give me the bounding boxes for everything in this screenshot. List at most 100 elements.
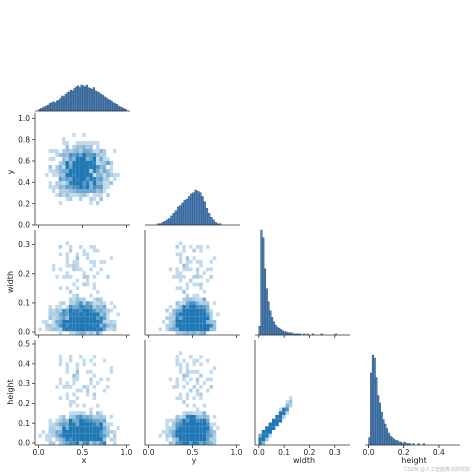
heat-cell-x-height [75, 366, 80, 370]
heat-cell-x-y [89, 201, 93, 205]
heat-cell-y-width [182, 245, 186, 249]
heat-cell-y-height [209, 377, 213, 382]
heat-cell-x-height [79, 415, 83, 419]
hist-bar-x-2 [41, 107, 44, 112]
x-tick-label-width: 0.2 [303, 448, 315, 457]
heat-cell-y-width [165, 316, 169, 320]
heat-cell-x-width [82, 312, 86, 317]
hist-bar-x-46 [119, 106, 122, 112]
heat-cell-x-y [68, 149, 73, 153]
heat-cell-y-height [195, 388, 200, 393]
heat-cell-x-y [102, 189, 107, 193]
heat-cell-y-height [182, 400, 186, 404]
heat-cell-x-y [58, 201, 63, 205]
heat-cell-x-y [79, 173, 83, 177]
heat-cell-x-y [92, 169, 97, 173]
heat-cell-x-width [99, 297, 103, 302]
heat-cell-x-width [62, 323, 66, 328]
hist-bar-y-18 [187, 196, 191, 226]
heat-cell-y-height [202, 415, 207, 419]
heat-cell-x-y [89, 177, 93, 181]
heat-cell-y-width [182, 263, 186, 268]
heat-cell-y-width [175, 245, 179, 249]
heat-cell-x-height [48, 437, 52, 442]
heat-cell-x-width [58, 252, 63, 257]
heat-cell-x-height [75, 377, 80, 382]
heat-cell-x-height [85, 388, 90, 393]
heat-cell-y-width [178, 271, 183, 275]
heat-cell-x-height [58, 355, 63, 359]
heat-cell-x-width [85, 305, 90, 309]
heat-cell-x-height [68, 418, 73, 423]
heat-cell-x-width [58, 312, 63, 317]
heat-cell-x-width [85, 278, 90, 283]
heat-cell-width-height [278, 418, 283, 423]
heat-cell-x-height [79, 430, 83, 434]
heat-cell-x-y [102, 177, 107, 181]
heat-cell-x-y [96, 157, 100, 161]
heat-cell-x-y [109, 165, 114, 169]
heat-cell-x-height [92, 392, 97, 397]
heat-cell-y-height [212, 415, 217, 419]
heat-cell-y-width [195, 323, 200, 328]
heat-cell-x-height [85, 370, 90, 374]
heat-cell-x-y [109, 181, 114, 185]
heat-cell-x-width [96, 297, 100, 302]
heat-cell-x-y [68, 185, 73, 189]
heat-cell-x-y [65, 169, 69, 173]
heat-cell-x-width [96, 320, 100, 324]
heat-cell-x-y [72, 157, 76, 161]
heat-cell-x-y [96, 189, 100, 193]
heat-cell-y-height [165, 430, 169, 434]
heat-cell-x-y [96, 141, 100, 145]
heat-cell-x-width [99, 312, 103, 317]
heat-cell-y-width [182, 275, 186, 279]
heat-cell-x-width [82, 275, 86, 279]
heat-cell-y-height [206, 422, 210, 427]
heat-cell-x-height [82, 437, 86, 442]
heat-cell-y-height [175, 418, 179, 423]
heat-cell-y-width [182, 308, 186, 313]
heat-cell-x-y [82, 133, 86, 137]
heat-cell-width-height [288, 396, 293, 400]
hist-bar-x-15 [64, 94, 67, 112]
heat-cell-x-height [58, 441, 63, 445]
heat-cell-x-height [79, 411, 83, 415]
heat-cell-y-width [172, 312, 176, 317]
hist-bar-x-10 [55, 100, 59, 112]
heat-cell-x-height [106, 430, 110, 434]
heat-cell-y-width [195, 245, 200, 249]
heat-cell-x-width [75, 263, 80, 268]
heat-cell-y-height [195, 430, 200, 434]
heat-cell-y-height [185, 392, 190, 397]
heat-cell-y-height [199, 385, 203, 389]
hist-bar-width-13 [281, 330, 284, 336]
heat-cell-y-height [165, 433, 169, 438]
heat-cell-x-y [82, 181, 86, 185]
heat-cell-x-y [102, 161, 107, 165]
heat-cell-x-y [68, 153, 73, 157]
heat-cell-y-width [195, 275, 200, 279]
heat-cell-x-width [92, 323, 97, 328]
heat-cell-y-width [182, 305, 186, 309]
heat-cell-width-height [282, 407, 286, 412]
heat-cell-x-width [89, 293, 93, 298]
hist-bar-x-5 [47, 104, 50, 112]
heat-cell-x-height [85, 422, 90, 427]
heat-cell-x-y [68, 161, 73, 165]
heat-cell-y-width [195, 331, 200, 335]
heat-cell-x-y [85, 161, 90, 165]
hist-bar-width-14 [283, 331, 286, 336]
heat-cell-x-width [75, 331, 80, 335]
heat-cell-y-height [189, 422, 193, 427]
heat-cell-x-height [109, 366, 114, 370]
heat-cell-x-height [65, 362, 69, 367]
heat-cell-y-width [182, 323, 186, 328]
hist-bar-y-20 [192, 192, 195, 226]
hist-bar-x-23 [78, 87, 81, 112]
heat-cell-x-width [51, 320, 56, 324]
heat-cell-x-width [89, 327, 93, 332]
heat-cell-x-y [75, 145, 80, 149]
heat-cell-x-width [68, 331, 73, 335]
heat-cell-y-width [185, 301, 190, 305]
